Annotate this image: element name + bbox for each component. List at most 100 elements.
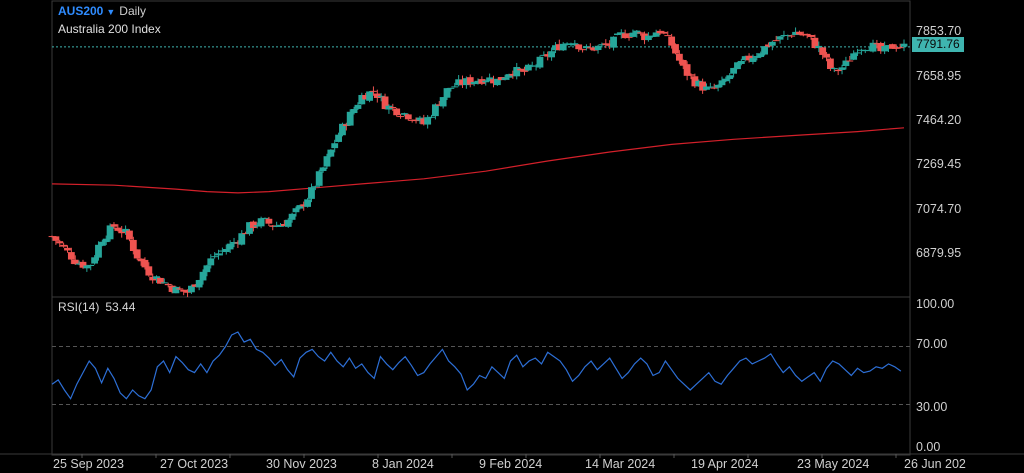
candle-body bbox=[664, 35, 672, 37]
candle-body bbox=[687, 74, 695, 76]
rsi-tick: 0.00 bbox=[916, 440, 941, 454]
candle-body bbox=[745, 55, 753, 61]
candle-body bbox=[559, 43, 567, 51]
candle-body bbox=[637, 32, 645, 34]
symbol-label[interactable]: AUS200 bbox=[58, 4, 104, 18]
candle-body bbox=[614, 33, 621, 35]
candle-body bbox=[160, 282, 168, 284]
candle-body bbox=[137, 258, 145, 262]
candle-body bbox=[675, 53, 683, 61]
candle-body bbox=[788, 35, 796, 37]
candle-body bbox=[672, 44, 679, 54]
candle-body bbox=[350, 109, 358, 114]
candle-body bbox=[548, 51, 555, 58]
candle-body bbox=[722, 78, 730, 82]
candle-body bbox=[644, 35, 652, 41]
candle-body bbox=[416, 117, 424, 121]
candle-body bbox=[699, 81, 707, 91]
chart-header[interactable]: AUS200 ▼ Daily bbox=[58, 4, 146, 18]
candle-body bbox=[404, 114, 412, 120]
candle-body bbox=[505, 74, 513, 78]
candle-body bbox=[536, 56, 544, 68]
candle-body bbox=[734, 62, 741, 70]
rsi-tick: 30.00 bbox=[916, 400, 948, 414]
candle-body bbox=[203, 265, 211, 273]
candle-body bbox=[900, 43, 908, 47]
candle-body bbox=[362, 95, 370, 100]
candle-body bbox=[331, 143, 339, 149]
candle-body bbox=[455, 79, 463, 86]
candle-body bbox=[52, 236, 60, 241]
candle-body bbox=[370, 90, 377, 92]
candle-body bbox=[590, 47, 598, 51]
candle-body bbox=[583, 46, 590, 49]
candle-body bbox=[153, 276, 160, 280]
candle-body bbox=[737, 60, 745, 64]
candle-body bbox=[881, 46, 889, 52]
candle-body bbox=[877, 42, 885, 52]
candle-body bbox=[741, 56, 749, 61]
candle-body bbox=[242, 233, 250, 235]
rsi-label: RSI(14) 53.44 bbox=[58, 300, 135, 314]
x-tick: 23 May 2024 bbox=[797, 457, 870, 471]
candle-body bbox=[238, 233, 246, 245]
candle-body bbox=[401, 113, 408, 115]
candle-body bbox=[191, 284, 199, 287]
candle-body bbox=[342, 124, 350, 126]
candle-body bbox=[195, 280, 203, 288]
candle-body bbox=[60, 244, 68, 247]
candle-body bbox=[319, 167, 327, 172]
candle-body bbox=[757, 53, 765, 57]
candle-body bbox=[222, 249, 230, 253]
candle-body bbox=[865, 49, 873, 51]
candle-body bbox=[300, 204, 308, 207]
candle-body bbox=[439, 97, 447, 107]
candle-body bbox=[885, 45, 892, 48]
candle-body bbox=[273, 225, 281, 227]
candle-body bbox=[87, 264, 95, 267]
candle-body bbox=[122, 228, 129, 232]
candle-body bbox=[424, 117, 432, 125]
candle-body bbox=[269, 225, 277, 227]
candle-body bbox=[339, 123, 346, 136]
candle-body bbox=[133, 249, 141, 259]
price-tick: 7464.20 bbox=[916, 113, 962, 127]
candle-body bbox=[428, 116, 435, 118]
candle-body bbox=[141, 259, 149, 268]
candle-body bbox=[280, 223, 288, 227]
price-tick: 7658.95 bbox=[916, 69, 962, 83]
candle-body bbox=[366, 91, 373, 101]
candle-body bbox=[79, 261, 87, 268]
candle-body bbox=[91, 257, 99, 264]
rsi-value: 53.44 bbox=[105, 300, 136, 314]
candle-body bbox=[501, 77, 509, 80]
candle-body bbox=[443, 88, 451, 98]
candle-body bbox=[772, 40, 780, 42]
candle-body bbox=[304, 199, 312, 207]
candle-body bbox=[656, 30, 664, 34]
caret-down-icon[interactable]: ▼ bbox=[106, 7, 116, 17]
candle-body bbox=[102, 238, 110, 243]
candle-body bbox=[226, 243, 234, 250]
candle-body bbox=[861, 50, 869, 52]
candle-body bbox=[234, 242, 242, 244]
x-tick: 8 Jan 2024 bbox=[372, 457, 434, 471]
candle-body bbox=[834, 69, 842, 72]
candle-body bbox=[83, 265, 91, 269]
candle-body bbox=[118, 229, 126, 234]
candle-body bbox=[311, 186, 319, 188]
candle-body bbox=[803, 33, 811, 36]
candle-body bbox=[412, 119, 420, 122]
candle-body bbox=[896, 47, 904, 49]
candle-body bbox=[75, 263, 83, 265]
candle-body bbox=[517, 68, 525, 71]
candle-body bbox=[823, 53, 830, 58]
x-tick: 14 Mar 2024 bbox=[585, 457, 656, 471]
candle-body bbox=[253, 225, 261, 227]
candle-body bbox=[56, 241, 64, 244]
candle-body bbox=[532, 65, 540, 67]
candle-body bbox=[857, 49, 865, 51]
candle-body bbox=[730, 67, 738, 74]
period-label[interactable]: Daily bbox=[119, 4, 146, 18]
